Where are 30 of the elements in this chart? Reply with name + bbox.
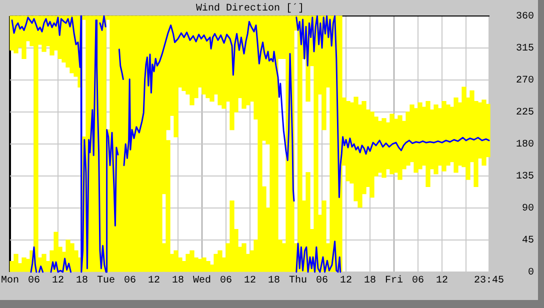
x-tick-label: 12	[244, 276, 256, 287]
x-tick-label: 12	[52, 276, 64, 287]
x-tick-label: 12	[148, 276, 160, 287]
y-tick-label: 0	[528, 268, 534, 279]
chart-title: Wind Direction [´]	[196, 2, 304, 15]
x-tick-label: 18	[364, 276, 376, 287]
x-tick-label: 06	[412, 276, 424, 287]
y-tick-label: 135	[516, 172, 534, 183]
y-tick-label: 360	[516, 12, 534, 23]
x-tick-label: 23:45	[474, 276, 504, 287]
x-tick-label: Wed	[192, 274, 212, 287]
x-tick-label: 06	[28, 276, 40, 287]
y-tick-label: 270	[516, 76, 534, 87]
y-tick-label: 45	[522, 236, 534, 247]
x-tick-label: 06	[316, 276, 328, 287]
x-tick-label: Fri	[384, 274, 404, 287]
x-tick-label: 18	[76, 276, 88, 287]
x-tick-label: 06	[220, 276, 232, 287]
x-tick-label: 12	[436, 276, 448, 287]
y-tick-label: 315	[516, 44, 534, 55]
x-tick-label: Thu	[288, 274, 308, 287]
x-tick-label: 18	[268, 276, 280, 287]
y-tick-label: 90	[522, 204, 534, 215]
x-tick-label: 12	[340, 276, 352, 287]
x-tick-label: 06	[124, 276, 136, 287]
y-tick-label: 225	[516, 108, 534, 119]
y-tick-label: 180	[516, 140, 534, 151]
x-tick-label: 18	[172, 276, 184, 287]
x-tick-label: Tue	[96, 276, 116, 287]
x-tick-label: Mon	[0, 276, 20, 287]
